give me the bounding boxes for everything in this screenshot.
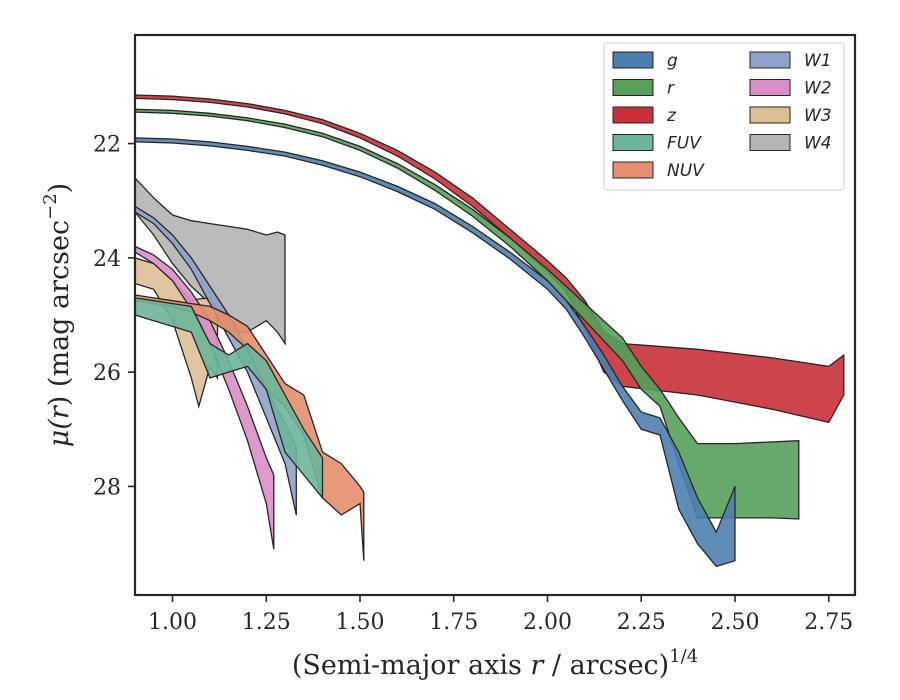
x-tick-label: 2.25 xyxy=(617,610,666,635)
legend-swatch-w4 xyxy=(749,134,791,151)
x-tick-label: 2.00 xyxy=(523,610,572,635)
legend-label-r: r xyxy=(667,79,675,99)
band-w2 xyxy=(135,245,275,550)
band-w1 xyxy=(135,205,297,516)
legend-label-w2: W2 xyxy=(804,79,832,99)
y-tick-label: 24 xyxy=(93,247,121,272)
legend-label-fuv: FUV xyxy=(667,134,702,154)
y-axis-label: μ(r) (mag arcsec−2) xyxy=(40,183,75,447)
x-tick-label: 1.50 xyxy=(336,610,385,635)
y-tick-label: 26 xyxy=(93,361,121,386)
legend: grz FUV NUV W1 W2 W3 W4 xyxy=(603,42,845,191)
y-tick-label: 22 xyxy=(93,133,121,158)
x-tick-label: 2.75 xyxy=(804,610,853,635)
legend-swatch-fuv xyxy=(612,134,654,151)
band-z xyxy=(135,94,845,424)
series-bands xyxy=(135,94,845,568)
x-axis-label-suffix: / arcsec) xyxy=(543,650,669,681)
y-axis-label-end: ) xyxy=(44,183,75,194)
band-fuv xyxy=(135,297,324,500)
legend-label-z: z xyxy=(666,106,677,126)
legend-swatch-w1 xyxy=(749,51,791,69)
legend-label-nuv: NUV xyxy=(667,161,705,181)
x-axis-label-exponent: 1/4 xyxy=(669,646,698,667)
y-axis-label-exponent: −2 xyxy=(40,193,61,220)
y-axis-label-mid: ) (mag arcsec xyxy=(44,220,75,406)
x-axis-label: (Semi-major axis r / arcsec)1/4 xyxy=(292,646,698,681)
band-g xyxy=(135,137,736,568)
legend-swatch-r xyxy=(612,79,654,96)
legend-swatch-nuv xyxy=(612,161,654,179)
band-w4 xyxy=(135,176,286,346)
y-axis-ticks: 22 24 26 28 xyxy=(93,133,135,500)
y-axis-label-mu: μ( xyxy=(44,418,75,448)
legend-swatch-w2 xyxy=(749,79,791,96)
x-tick-label: 1.75 xyxy=(429,610,478,635)
legend-label-w4: W4 xyxy=(804,134,832,154)
x-axis-label-var: r xyxy=(530,650,545,681)
x-tick-label: 1.00 xyxy=(148,610,197,635)
y-tick-label: 28 xyxy=(93,475,121,500)
band-r xyxy=(135,108,800,520)
x-tick-label: 2.50 xyxy=(711,610,760,635)
legend-label-g: g xyxy=(667,51,678,71)
legend-swatch-g xyxy=(612,51,654,69)
plot-frame xyxy=(133,33,857,597)
legend-label-w1: W1 xyxy=(804,51,832,71)
legend-label-w3: W3 xyxy=(804,106,832,126)
y-axis-label-var: r xyxy=(44,404,75,419)
legend-swatch-w3 xyxy=(749,106,791,124)
x-tick-label: 1.25 xyxy=(242,610,291,635)
legend-swatch-z xyxy=(612,106,654,124)
x-axis-label-prefix: (Semi-major axis xyxy=(292,650,531,681)
x-axis-ticks: 1.00 1.25 1.50 1.75 2.00 2.25 2.50 2.75 xyxy=(148,595,853,635)
